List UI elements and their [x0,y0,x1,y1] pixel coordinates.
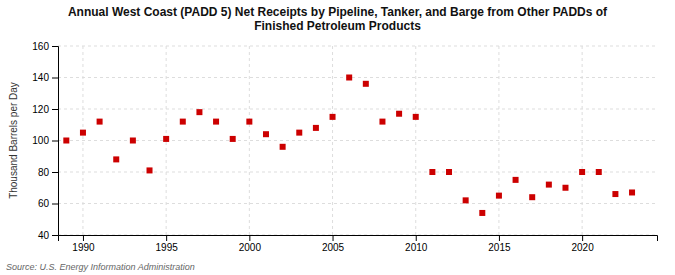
tick: 80 [38,167,58,178]
point [346,75,352,81]
tick: 2020 [572,235,595,253]
tick-label: 2010 [405,242,428,253]
title: Annual West Coast (PADD 5) Net Receipts … [68,5,608,33]
axis-line [59,236,658,242]
point [63,138,69,144]
tick-label: 2015 [488,242,511,253]
tick-label: 2000 [239,242,262,253]
point [163,136,169,142]
tick: 2010 [405,235,428,253]
tick-label: 40 [38,230,50,241]
tick-mark [52,235,58,236]
grid-line [58,203,657,204]
tick-mark [52,109,58,110]
tick-label: 80 [38,167,50,178]
point [379,119,385,125]
tick-mark [52,78,58,79]
point [579,169,585,175]
point [363,81,369,87]
grid-line [82,46,83,235]
tick-mark [582,235,583,241]
grid-line [58,140,657,141]
tick-mark [333,235,334,241]
axis-line [52,47,59,236]
point [562,185,568,191]
tick-mark [52,141,58,142]
point [596,169,602,175]
point [479,210,485,216]
chart: 1990 1995 2000 2005 2010 2015 2020 40 60 80 100 120… [0,0,675,275]
tick-mark [166,235,167,241]
tick-label: 1990 [72,242,95,253]
point [213,119,219,125]
tick-mark [52,204,58,205]
tick: 1995 [156,235,179,253]
point [280,144,286,150]
tick-mark [499,235,500,241]
point [130,138,136,144]
tick-label: 160 [32,41,49,52]
point [330,114,336,120]
point [529,194,535,200]
tick-label: 120 [32,104,49,115]
point [429,169,435,175]
x-axis: 1990 1995 2000 2005 2010 2015 2020 [59,235,658,253]
tick: 60 [38,198,58,209]
tick-mark [416,235,417,241]
point [180,119,186,125]
points [63,75,635,216]
tick: 1990 [72,235,95,253]
point [263,131,269,137]
tick: 40 [38,230,58,241]
tick: 2015 [488,235,511,253]
plot-area: 1990 1995 2000 2005 2010 2015 2020 40 60 80 100 120… [32,41,657,253]
tick-label: 1995 [156,242,179,253]
grid [58,46,657,235]
grid-line [498,46,499,235]
tick: 120 [32,104,58,115]
source: Source: U.S. Energy Information Administ… [6,262,195,272]
point [230,136,236,142]
tick-label: 2005 [322,242,345,253]
tick-label: 140 [32,72,49,83]
grid-line [58,109,657,110]
point [446,169,452,175]
point [296,130,302,136]
point [80,130,86,136]
y-axis: 40 60 80 100 120 140 160 [32,41,58,241]
point [513,177,519,183]
grid-line [249,46,250,235]
point [313,125,319,131]
tick-label: 2020 [572,242,595,253]
y-axis-label: Thousand Barrels per Day [8,82,19,199]
point [546,182,552,188]
tick-label: 60 [38,198,50,209]
point [463,197,469,203]
tick-mark [52,172,58,173]
point [413,114,419,120]
grid-line [58,46,657,47]
point [612,191,618,197]
grid-line [332,46,333,235]
point [97,119,103,125]
point [196,109,202,115]
tick: 140 [32,72,58,83]
tick: 2005 [322,235,345,253]
tick: 100 [32,135,58,146]
grid-line [415,46,416,235]
point [246,119,252,125]
tick-mark [52,46,58,47]
grid-line [582,46,583,235]
tick-mark [83,235,84,241]
point [629,189,635,195]
point [496,193,502,199]
grid-line [58,77,657,78]
tick-label: 100 [32,135,49,146]
point [396,111,402,117]
tick: 160 [32,41,58,52]
point [147,167,153,173]
tick: 2000 [239,235,262,253]
tick-mark [249,235,250,241]
point [113,156,119,162]
